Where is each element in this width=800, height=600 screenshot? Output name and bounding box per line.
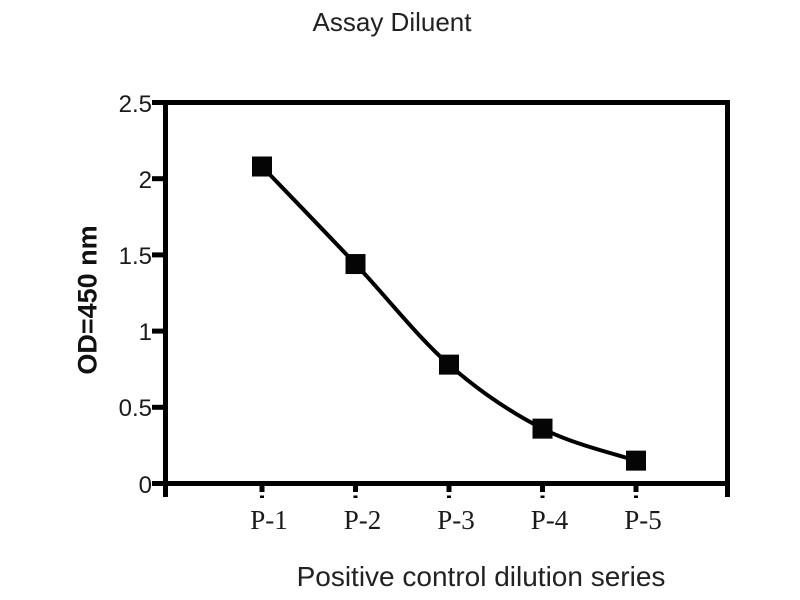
x-axis-tick-label: P-2 bbox=[343, 505, 382, 535]
y-axis-tick-label: 2.5 bbox=[118, 90, 152, 118]
y-axis-tick-label: 0 bbox=[138, 471, 152, 499]
x-axis-tick-label: P-4 bbox=[530, 505, 569, 535]
x-axis-tick-label: P-3 bbox=[437, 505, 475, 535]
data-point-marker bbox=[345, 254, 366, 275]
plot-area bbox=[152, 100, 730, 498]
data-point-marker bbox=[252, 156, 272, 177]
data-point-marker bbox=[626, 450, 646, 471]
y-axis-tick-label: 1.5 bbox=[118, 242, 152, 270]
x-axis-tick-label: P-5 bbox=[624, 505, 662, 535]
y-axis-tick-label: 0.5 bbox=[118, 395, 152, 423]
y-axis-tick-label: 2 bbox=[138, 166, 152, 194]
x-axis-title: Positive control dilution series bbox=[296, 561, 666, 592]
x-axis-tick-label: P-1 bbox=[250, 505, 288, 535]
plot-frame bbox=[163, 100, 730, 486]
plot-svg bbox=[152, 100, 730, 498]
data-point-marker bbox=[532, 418, 553, 439]
chart-title: Assay Diluent bbox=[312, 7, 472, 37]
y-axis-tick-label: 1 bbox=[138, 319, 152, 347]
data-point-marker bbox=[439, 354, 459, 375]
